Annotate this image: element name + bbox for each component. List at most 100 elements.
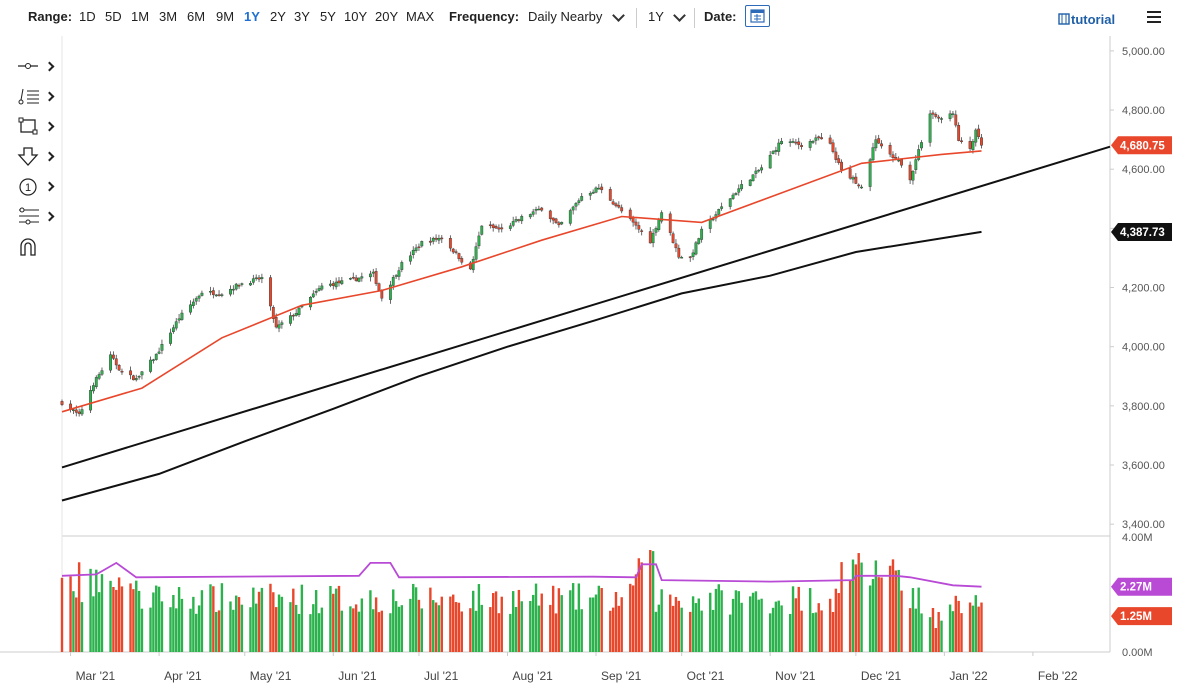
candle[interactable]	[131, 375, 135, 381]
candle[interactable]	[817, 136, 821, 139]
candle[interactable]	[140, 371, 144, 376]
tutorial-link[interactable]: tutorial	[1071, 12, 1116, 27]
candle[interactable]	[694, 242, 698, 255]
candle[interactable]	[774, 149, 778, 152]
candle[interactable]	[568, 210, 572, 224]
candle[interactable]	[149, 359, 152, 372]
candle[interactable]	[337, 280, 341, 284]
candle[interactable]	[860, 186, 863, 189]
candle[interactable]	[671, 233, 675, 243]
rectangle-tool[interactable]	[14, 116, 55, 138]
range-1m[interactable]: 1M	[131, 9, 150, 24]
candle[interactable]	[329, 283, 332, 286]
range-6m[interactable]: 6M	[187, 9, 206, 24]
candle[interactable]	[880, 143, 883, 147]
candle[interactable]	[454, 251, 458, 253]
candle[interactable]	[514, 219, 518, 222]
range-9m[interactable]: 9M	[216, 9, 235, 24]
candle[interactable]	[471, 259, 475, 271]
candle[interactable]	[854, 176, 858, 184]
candle[interactable]	[720, 206, 724, 209]
candle[interactable]	[748, 179, 752, 186]
candle[interactable]	[237, 285, 241, 287]
candle[interactable]	[109, 354, 112, 371]
candle[interactable]	[820, 137, 823, 140]
candle[interactable]	[92, 385, 95, 392]
candle[interactable]	[791, 141, 795, 143]
candle[interactable]	[169, 332, 172, 344]
candle[interactable]	[400, 262, 404, 270]
fork-tool[interactable]	[14, 206, 55, 228]
candle[interactable]	[940, 118, 943, 120]
candle[interactable]	[811, 141, 815, 143]
candle[interactable]	[534, 209, 538, 211]
candle[interactable]	[914, 159, 918, 170]
candle[interactable]	[877, 138, 881, 144]
chevron-down-icon[interactable]	[673, 9, 686, 22]
candle[interactable]	[668, 213, 672, 233]
candle[interactable]	[760, 167, 764, 171]
candle[interactable]	[260, 277, 264, 280]
candle[interactable]	[540, 207, 544, 211]
candle[interactable]	[728, 198, 732, 207]
candle[interactable]	[294, 313, 298, 316]
candle[interactable]	[114, 358, 118, 366]
candle[interactable]	[420, 241, 424, 247]
candle[interactable]	[968, 140, 972, 149]
candle[interactable]	[680, 256, 684, 259]
candle[interactable]	[174, 321, 178, 329]
candle[interactable]	[331, 283, 335, 286]
candle[interactable]	[737, 188, 741, 193]
candle[interactable]	[808, 141, 812, 148]
candle[interactable]	[369, 273, 372, 278]
candle[interactable]	[77, 411, 81, 414]
chevron-down-icon[interactable]	[612, 9, 625, 22]
crosshair-tool[interactable]	[14, 56, 55, 78]
candle[interactable]	[197, 295, 201, 299]
candle[interactable]	[434, 237, 438, 240]
candle[interactable]	[588, 193, 592, 196]
candle[interactable]	[497, 227, 501, 230]
candle[interactable]	[634, 221, 638, 226]
candle[interactable]	[557, 222, 561, 226]
candle[interactable]	[537, 208, 541, 211]
candle[interactable]	[871, 147, 875, 161]
candle[interactable]	[674, 243, 678, 249]
candle[interactable]	[934, 114, 938, 117]
candle[interactable]	[60, 401, 64, 405]
calendar-button[interactable]	[745, 5, 770, 27]
candle[interactable]	[897, 159, 901, 162]
range-1y[interactable]: 1Y	[244, 9, 260, 24]
candle[interactable]	[488, 224, 492, 226]
candle[interactable]	[120, 370, 124, 373]
candle[interactable]	[957, 125, 961, 141]
candle[interactable]	[494, 226, 498, 229]
candle[interactable]	[314, 291, 318, 293]
candle[interactable]	[857, 184, 861, 187]
candle[interactable]	[891, 154, 895, 158]
numbered-marker-tool[interactable]: 1	[14, 176, 55, 198]
candle[interactable]	[911, 170, 915, 181]
candle[interactable]	[611, 201, 615, 205]
candle[interactable]	[908, 164, 912, 181]
range-5d[interactable]: 5D	[105, 9, 122, 24]
candle[interactable]	[900, 159, 903, 166]
candle[interactable]	[317, 288, 321, 291]
candle[interactable]	[548, 210, 552, 219]
candle[interactable]	[417, 246, 421, 249]
candle[interactable]	[257, 277, 261, 280]
candle[interactable]	[651, 232, 655, 244]
magnet-tool[interactable]	[14, 236, 54, 258]
range-3y[interactable]: 3Y	[294, 9, 310, 24]
range-2y[interactable]: 2Y	[270, 9, 286, 24]
candle[interactable]	[211, 290, 215, 295]
candle[interactable]	[554, 218, 558, 223]
candle[interactable]	[271, 307, 275, 319]
range-5y[interactable]: 5Y	[320, 9, 336, 24]
candle[interactable]	[660, 212, 664, 222]
candle[interactable]	[974, 129, 978, 143]
candle[interactable]	[340, 280, 344, 285]
candle[interactable]	[388, 284, 392, 300]
candle[interactable]	[448, 238, 452, 249]
candle[interactable]	[349, 278, 352, 280]
